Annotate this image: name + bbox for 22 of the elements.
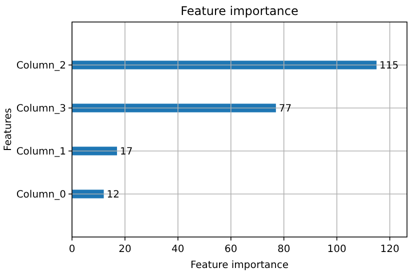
x-tick-label: 100 [327,244,346,255]
x-tick-label: 80 [277,244,290,255]
y-tick-label: Column_2 [16,60,66,72]
x-tick-label: 0 [68,244,76,255]
x-tick-label: 40 [172,244,184,255]
x-tick-label: 120 [380,244,400,255]
y-tick-label: Column_3 [16,104,66,114]
x-tick-label: 20 [118,244,132,255]
data-label: 12 [106,190,120,200]
chart-title: Feature importance [180,4,298,18]
x-axis-title: Feature importance [190,260,289,271]
y-tick-label: Column_1 [16,146,66,158]
bar [72,146,118,156]
x-tick-label: 60 [224,244,238,255]
data-label: 115 [380,60,399,72]
data-label: 77 [278,104,292,114]
bar [72,104,276,112]
y-axis-title: Features [3,108,14,151]
y-tick-label: Column_0 [16,190,66,200]
bar [72,60,377,70]
data-label: 17 [120,146,133,158]
bar [72,190,104,198]
